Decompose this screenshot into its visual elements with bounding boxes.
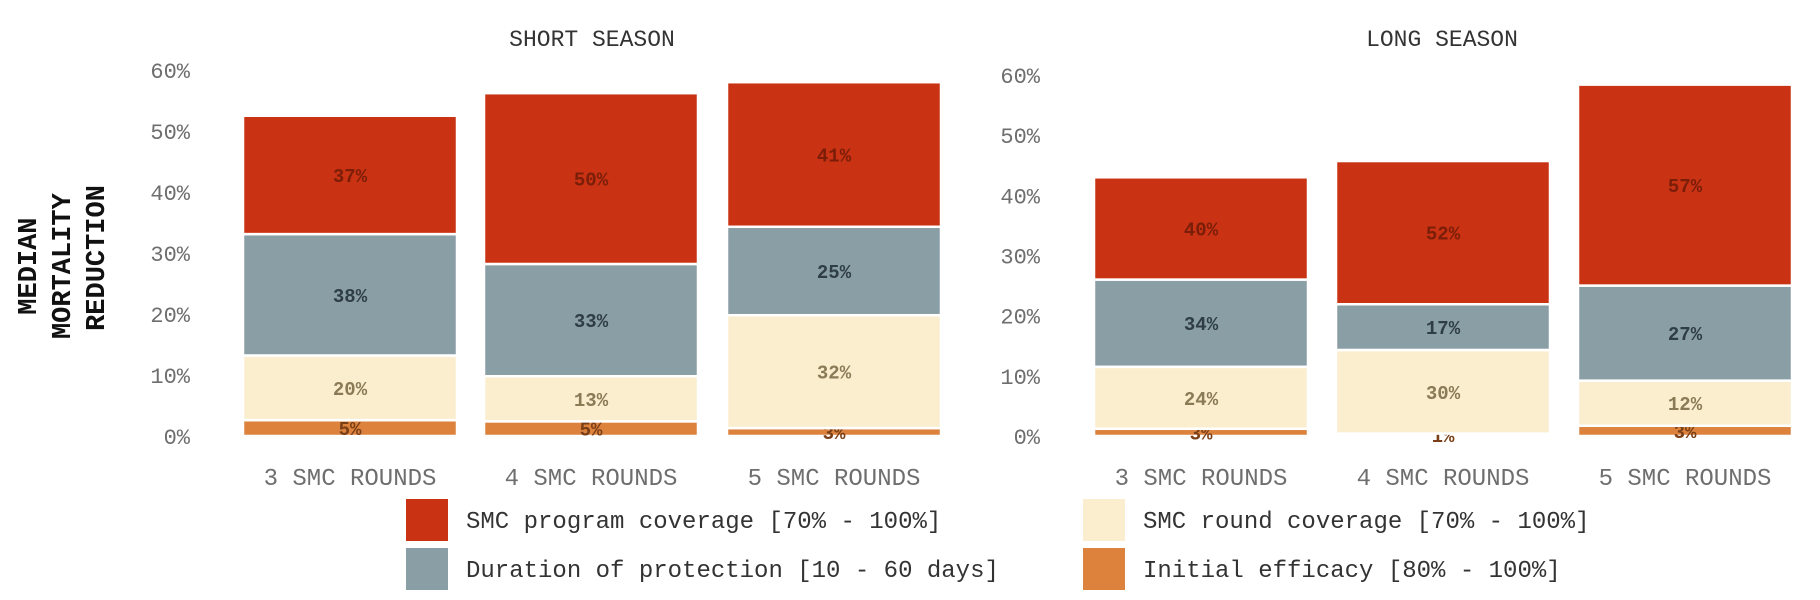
legend-label: SMC program coverage [70% - 100%] [466,509,941,536]
panel-title: LONG SEASON [1366,27,1518,53]
legend-swatch [1083,548,1125,590]
legend-swatch [1083,499,1125,541]
y-tick-label: 10% [150,365,190,390]
data-label: 37% [333,166,368,188]
data-label: 25% [817,262,852,284]
x-category-label: 5 SMC ROUNDS [1599,466,1772,493]
chart-panels: SHORT SEASON 0% 10% 20% 30% 40% 50% 60% 5% 20% 38%… [150,27,1794,493]
legend-swatch [406,499,448,541]
y-tick-label: 0% [164,426,191,451]
data-label: 5% [339,419,362,441]
y-axis-label: MEDIAN MORTALITY REDUCTION [15,177,113,339]
bar-segment-smc-program [241,114,459,236]
x-category-label: 4 SMC ROUNDS [1357,466,1530,493]
data-label: 50% [574,170,609,192]
bar-segment-smc-program [1576,83,1794,287]
legend-item-smc-program: SMC program coverage [70% - 100%] [406,499,941,541]
x-category-label: 3 SMC ROUNDS [264,466,437,493]
data-label: 33% [574,311,609,333]
y-tick-label: 60% [150,60,190,85]
legend-item-initial-efficacy: Initial efficacy [80% - 100%] [1083,548,1561,590]
bar-segment-smc-program [482,91,700,266]
data-label: 40% [1184,219,1219,241]
bar-stack: 1%30%17%52% [1334,159,1552,448]
y-tick-label: 50% [1000,125,1040,150]
y-tick-label: 40% [150,182,190,207]
legend-label: Initial efficacy [80% - 100%] [1143,558,1561,585]
data-label: 12% [1668,394,1703,416]
x-category-label: 4 SMC ROUNDS [505,466,678,493]
bar-segment-duration [725,225,943,317]
data-label: 41% [817,145,852,167]
panel-1: SHORT SEASON 0% 10% 20% 30% 40% 50% 60% 5% 20% 38%… [150,27,943,493]
legend-label: SMC round coverage [70% - 100%] [1143,509,1589,536]
x-category-label: 5 SMC ROUNDS [748,466,921,493]
bar-segment-round-coverage [1576,379,1794,428]
y-tick-label: 20% [150,304,190,329]
y-axis-label-line-3: REDUCTION [83,185,113,331]
data-label: 32% [817,363,852,385]
bar-segment-smc-program [725,80,943,229]
bar-stack: 3%32%25%41% [725,80,943,445]
data-label: 57% [1668,176,1703,198]
bar-stack: 3% 12% 27% 57% [1576,83,1794,444]
data-label: 5% [580,420,603,442]
data-label: 34% [1184,314,1219,336]
legend-item-duration: Duration of protection [10 - 60 days] [406,548,999,590]
data-label: 13% [574,390,609,412]
y-tick-label: 10% [1000,366,1040,391]
bar-segment-round-coverage [241,354,459,422]
panel-title: SHORT SEASON [509,27,675,53]
bar-segment-duration [1576,284,1794,382]
legend-item-round-coverage: SMC round coverage [70% - 100%] [1083,499,1589,541]
data-label: 20% [333,379,368,401]
data-label: 3% [1674,422,1697,444]
data-label: 24% [1184,389,1219,411]
bar-segment-round-coverage [1334,348,1552,435]
y-tick-label: 40% [1000,185,1040,210]
y-tick-label: 50% [150,121,190,146]
data-label: 30% [1426,383,1461,405]
data-label: 27% [1668,324,1703,346]
bar-segment-duration [1334,302,1552,352]
bar-stack: 5% 20% 38% 37% [241,114,459,441]
y-tick-label: 60% [1000,65,1040,90]
legend-swatch [406,548,448,590]
bar-segment-smc-program [1334,159,1552,306]
bar-segment-duration [482,262,700,378]
y-tick-label: 30% [1000,246,1040,271]
bar-segment-smc-program [1092,176,1310,281]
panel-2: LONG SEASON 0% 10% 20% 30% 40% 50% 60% 3% 24% 34% 4… [1000,27,1794,493]
data-label: 38% [333,286,368,308]
bar-segment-round-coverage [1092,365,1310,431]
data-label: 17% [1426,318,1461,340]
bar-stack: 5% 13% 33% 50% [482,91,700,442]
bar-segment-duration [1092,278,1310,369]
y-tick-label: 20% [1000,306,1040,331]
y-axis-label-line-2: MORTALITY [49,192,79,339]
x-category-label: 3 SMC ROUNDS [1115,466,1288,493]
y-axis-label-line-1: MEDIAN [15,217,45,314]
y-tick-label: 0% [1014,426,1041,451]
y-tick-label: 30% [150,243,190,268]
legend: SMC program coverage [70% - 100%] SMC rou… [406,499,1589,590]
data-label: 52% [1426,224,1461,246]
legend-label: Duration of protection [10 - 60 days] [466,558,999,585]
bar-stack: 3%24%34%40% [1092,176,1310,445]
bar-segment-round-coverage [725,313,943,430]
